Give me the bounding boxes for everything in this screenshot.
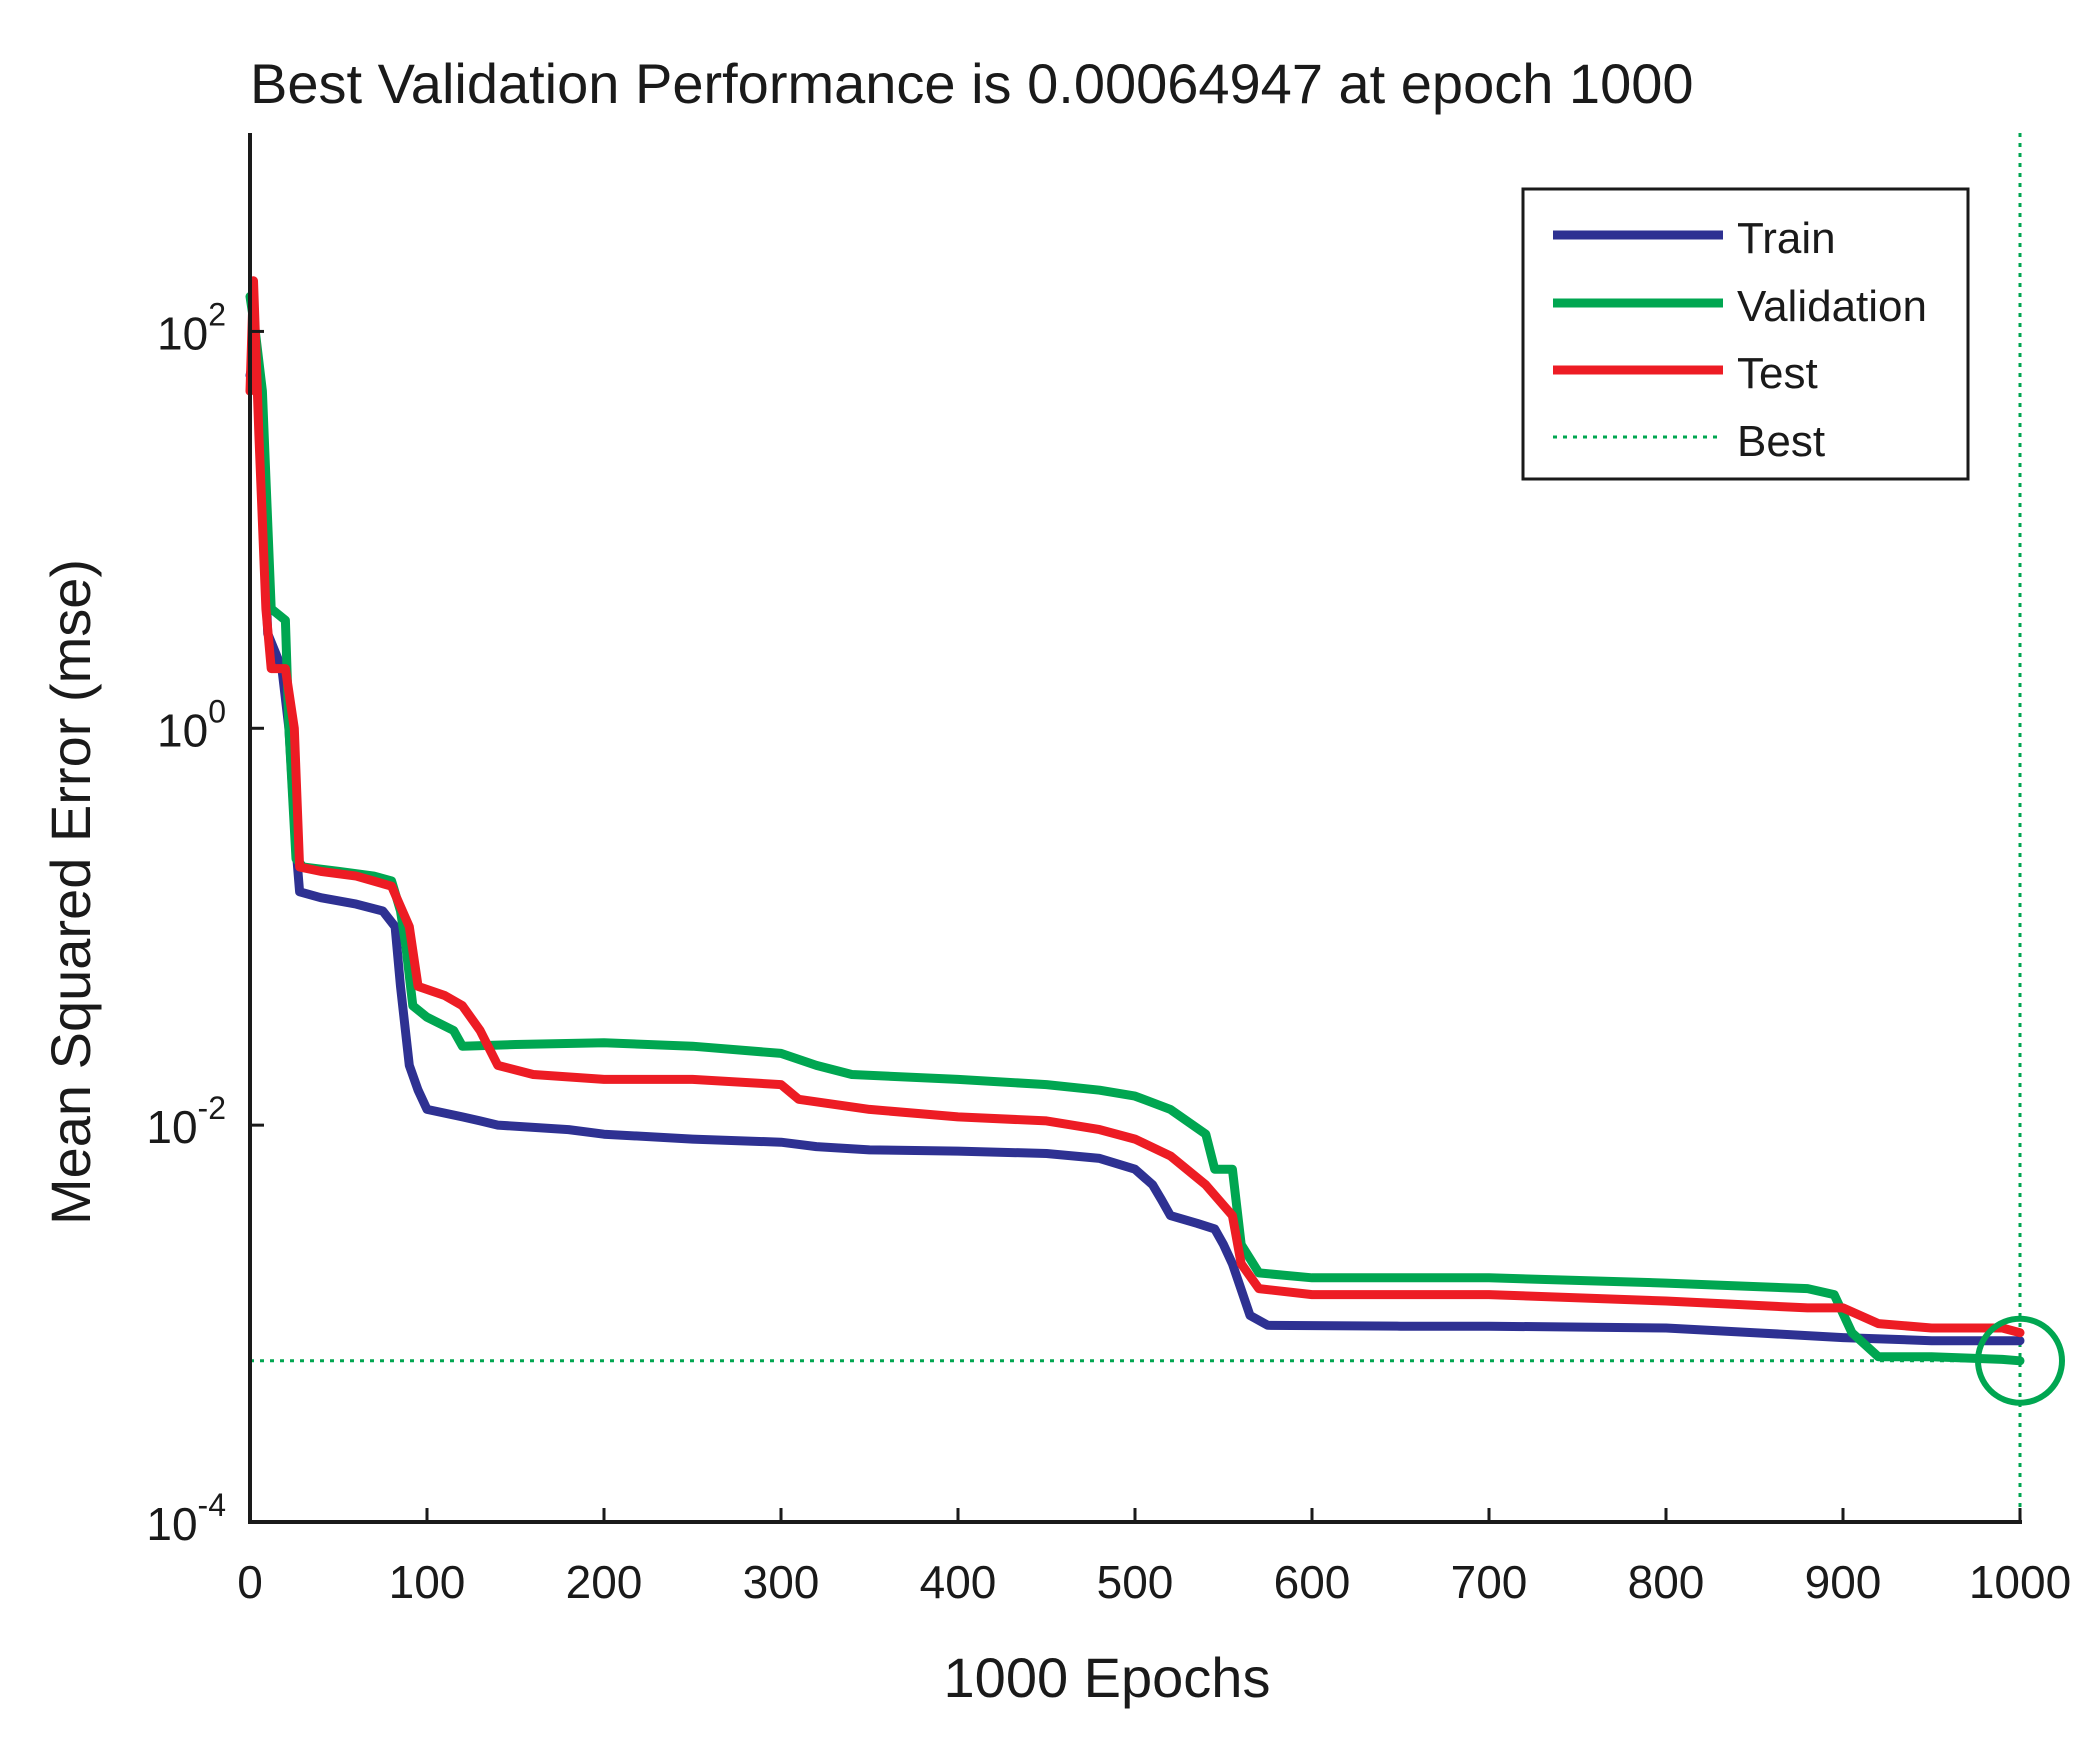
y-tick-label: 10-2 (146, 1090, 226, 1153)
y-tick-label: 100 (157, 693, 226, 756)
x-tick-label: 700 (1451, 1556, 1528, 1608)
x-tick-label: 900 (1805, 1556, 1882, 1608)
x-tick-label: 1000 (1969, 1556, 2071, 1608)
x-tick-label: 600 (1274, 1556, 1351, 1608)
x-tick-label: 800 (1628, 1556, 1705, 1608)
y-tick-label: 10-4 (146, 1487, 226, 1550)
x-tick-label: 0 (237, 1556, 263, 1608)
x-axis-label: 1000 Epochs (944, 1646, 1271, 1709)
legend-label-best: Best (1737, 417, 1825, 466)
series-line-train (245, 346, 2025, 1346)
x-tick-label: 500 (1097, 1556, 1174, 1608)
legend-label-validation: Validation (1737, 282, 1927, 331)
best-point-marker (1975, 1315, 2065, 1406)
x-tick-label: 300 (743, 1556, 820, 1608)
x-tick-label: 200 (566, 1556, 643, 1608)
legend: Train Validation Test Best (1521, 187, 1970, 481)
legend-label-test: Test (1737, 349, 1818, 398)
y-axis-label: Mean Squared Error (mse) (39, 559, 102, 1225)
x-tick-label: 400 (920, 1556, 997, 1608)
legend-label-train: Train (1737, 214, 1836, 263)
x-tick-label: 100 (389, 1556, 466, 1608)
series-line-test (245, 276, 2025, 1338)
series-layer (245, 133, 2065, 1522)
chart-title: Best Validation Performance is 0.0006494… (250, 52, 1694, 115)
y-tick-label: 102 (157, 296, 226, 359)
